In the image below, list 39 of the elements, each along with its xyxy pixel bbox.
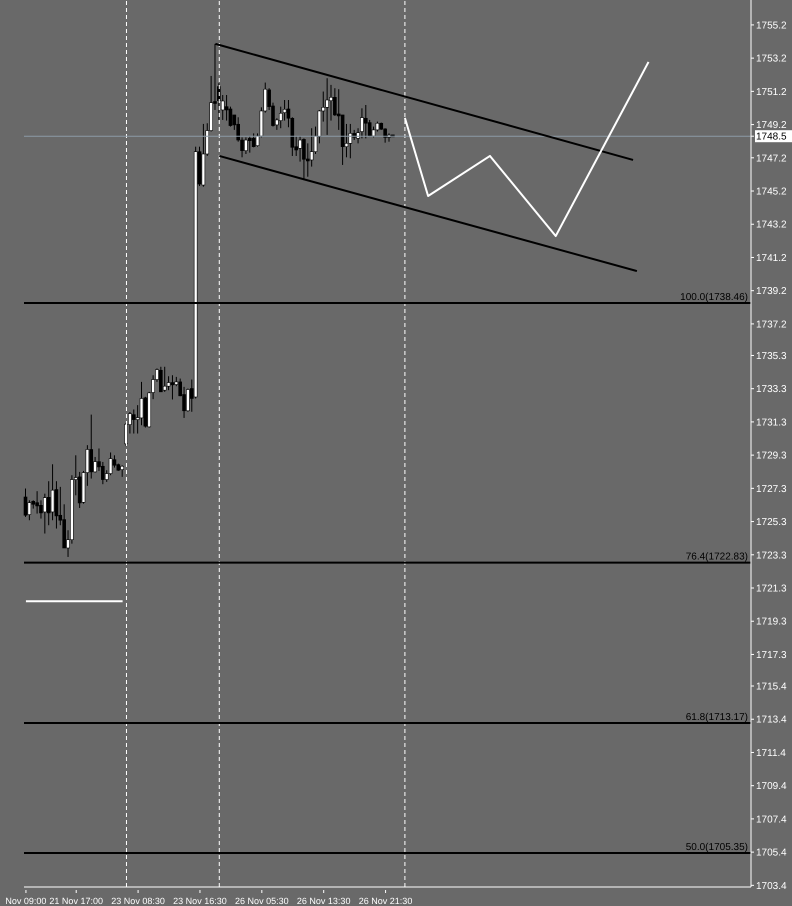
y-tick-label: 1731.3 [756,417,788,428]
x-tick-label: 23 Nov 08:30 [111,896,165,906]
y-tick-label: 1737.2 [756,319,788,330]
y-tick-label: 1715.4 [756,682,788,693]
y-tick-label: 1705.4 [756,848,788,859]
y-tick-label: 1727.3 [756,484,788,495]
y-tick-label: 1713.4 [756,714,788,726]
y-tick-label: 1741.2 [756,252,788,264]
ref-line-label: 61.8(1713.17) [686,712,748,724]
y-tick-label: 1723.3 [756,550,788,562]
y-tick-label: 1751.2 [756,86,788,98]
y-tick-label: 1733.3 [756,384,788,396]
y-tick-label: 1735.3 [756,350,788,362]
x-tick-label: 21 Nov 17:00 [49,896,103,906]
y-tick-label: 1743.2 [756,220,788,231]
ref-line-label: 76.4(1722.83) [686,552,748,563]
y-tick-label: 1747.2 [756,153,788,164]
y-tick-label: 1721.3 [756,584,788,595]
x-tick-label: 23 Nov 16:30 [173,896,227,906]
x-tick-label: 26 Nov 21:30 [358,896,412,906]
ref-line-label: 100.0(1738.46) [680,292,748,303]
y-tick-label: 1745.2 [756,186,788,198]
y-tick-label: 1753.2 [756,54,788,65]
y-tick-label: 1719.3 [756,616,788,628]
y-tick-label: 1717.3 [756,650,788,661]
y-tick-label: 1707.4 [756,814,788,826]
y-tick-label: 1709.4 [756,781,788,792]
y-tick-label: 1755.2 [756,20,788,32]
y-tick-label: 1749.2 [756,120,788,132]
ref-line-label: 50.0(1705.35) [686,842,748,853]
x-tick-label: 26 Nov 05:30 [235,896,289,906]
y-tick-label: 1748.5 [756,132,788,143]
y-tick-label: 1739.2 [756,286,788,298]
x-tick-label: 26 Nov 13:30 [296,896,350,906]
y-tick-label: 1711.4 [756,748,786,759]
y-tick-label: 1703.4 [756,880,788,892]
x-tick-label: Nov 09:00 [5,896,46,906]
y-tick-label: 1729.3 [756,450,788,462]
y-tick-label: 1725.3 [756,517,788,528]
